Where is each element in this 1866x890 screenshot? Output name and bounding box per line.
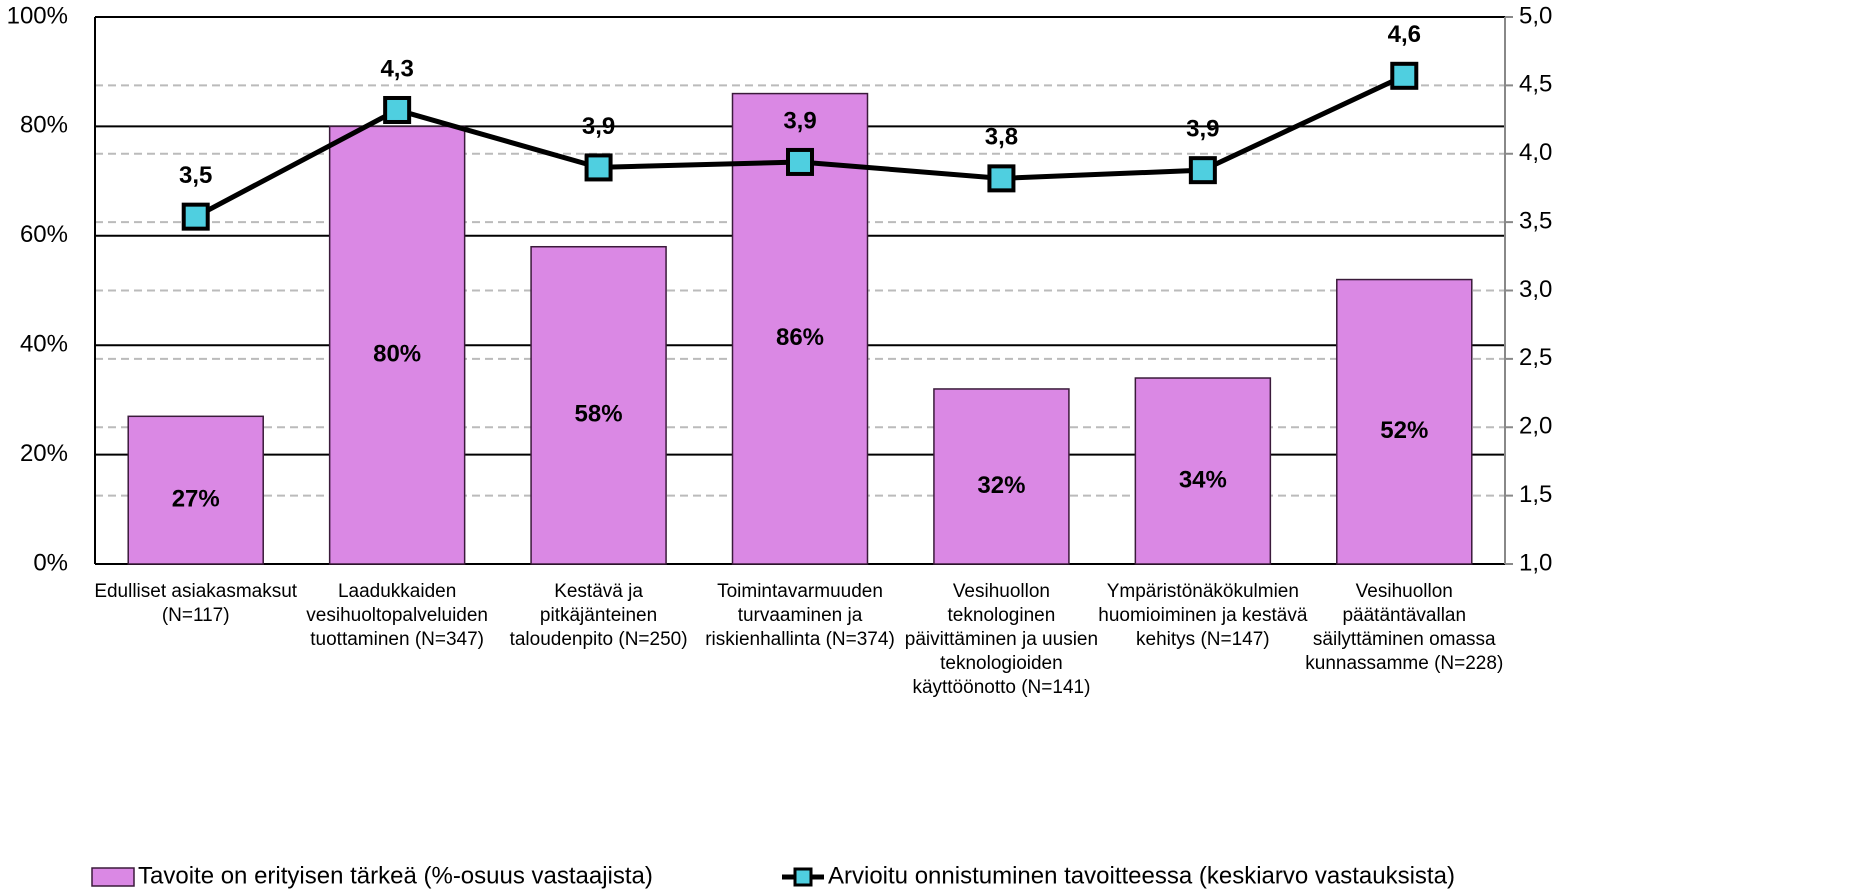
bar-value-label: 27%	[172, 485, 220, 512]
legend-label: Arvioitu onnistuminen tavoitteessa (kesk…	[828, 862, 1455, 889]
line-marker	[786, 147, 814, 176]
y-tick-label: 60%	[20, 221, 68, 248]
y2-tick-label: 4,0	[1519, 139, 1552, 166]
line-value-label: 3,9	[582, 113, 615, 140]
x-tick-label: Ympäristönäkökulmien huomioiminen ja kes…	[1098, 581, 1308, 650]
legend-marker	[793, 867, 813, 887]
x-tick-label: Laadukkaiden vesihuoltopalveluiden tuott…	[306, 581, 488, 650]
x-tick-label: Vesihuollon päätäntävallan säilyttäminen…	[1305, 581, 1504, 674]
bar-value-label: 32%	[977, 472, 1025, 499]
y-tick-label: 40%	[20, 331, 68, 358]
y2-tick-label: 2,5	[1519, 344, 1552, 371]
bar	[1336, 278, 1473, 565]
line-marker	[584, 153, 613, 182]
x-tick-label: Toimintavarmuuden turvaaminen ja riskien…	[705, 581, 895, 650]
legend-label: Tavoite on erityisen tärkeä (%-osuus vas…	[138, 862, 653, 889]
y-tick-label: 100%	[7, 2, 68, 29]
bar	[1134, 377, 1272, 565]
bar	[127, 415, 264, 565]
bar-value-label: 58%	[575, 401, 623, 428]
y2-tick-label: 4,5	[1519, 71, 1552, 98]
line-marker	[1188, 156, 1217, 185]
y2-tick-label: 3,5	[1519, 207, 1552, 234]
y2-tick-label: 5,0	[1519, 2, 1552, 29]
line-marker	[987, 164, 1016, 193]
bar-value-label: 52%	[1380, 417, 1428, 444]
y2-tick-label: 3,0	[1519, 276, 1552, 303]
bar	[328, 125, 466, 565]
y-tick-label: 0%	[33, 549, 68, 576]
y-tick-label: 20%	[20, 440, 68, 467]
y-tick-label: 80%	[20, 112, 68, 139]
line-value-label: 3,5	[179, 162, 212, 189]
legend-swatch	[91, 867, 135, 887]
x-tick-label: Kestävä ja pitkäjänteinen taloudenpito (…	[509, 581, 688, 650]
line-marker	[383, 95, 412, 124]
bar	[530, 245, 667, 565]
line-marker	[181, 202, 210, 231]
bar-value-label: 86%	[776, 324, 824, 351]
y2-tick-label: 1,0	[1519, 549, 1552, 576]
line-value-label: 3,8	[985, 124, 1018, 151]
line-value-label: 4,3	[380, 55, 413, 82]
bar-value-label: 80%	[373, 341, 421, 368]
line-value-label: 4,6	[1388, 21, 1421, 48]
line-marker	[1390, 61, 1419, 90]
bar-value-label: 34%	[1179, 466, 1227, 493]
y2-tick-label: 2,0	[1519, 413, 1552, 440]
line-value-label: 3,9	[783, 107, 816, 134]
bar	[933, 388, 1070, 565]
x-tick-label: Vesihuollon teknologinen päivittäminen j…	[904, 581, 1099, 698]
y2-tick-label: 1,5	[1519, 481, 1552, 508]
x-tick-label: Edulliset asiakasmaksut (N=117)	[94, 581, 298, 626]
line-value-label: 3,9	[1186, 116, 1219, 143]
